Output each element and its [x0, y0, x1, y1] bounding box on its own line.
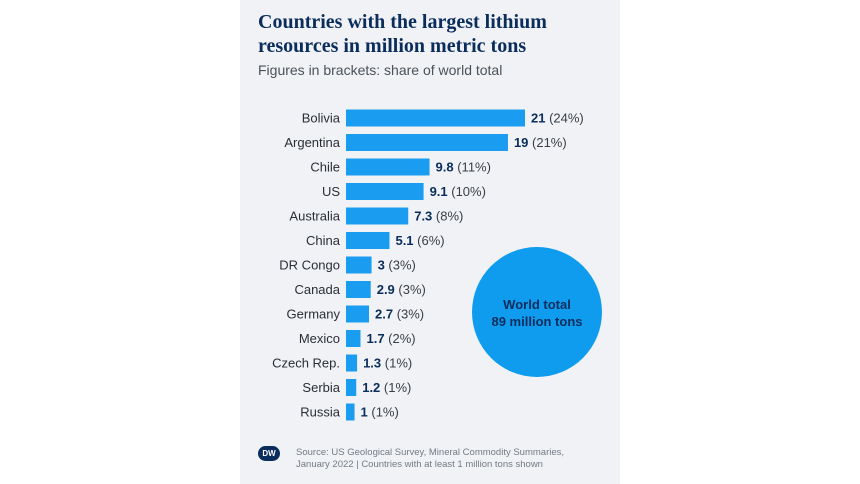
category-label: Bolivia [302, 111, 341, 126]
value: 3 [378, 258, 385, 273]
share: (3%) [393, 307, 424, 322]
share: (2%) [385, 331, 416, 346]
value: 7.3 [414, 209, 432, 224]
category-label: Australia [289, 209, 340, 224]
share: (3%) [385, 258, 416, 273]
value: 1.7 [366, 331, 384, 346]
category-label: Serbia [302, 380, 340, 395]
bar [346, 207, 409, 225]
value-label: 2.7 (3%) [375, 307, 424, 322]
bar [346, 403, 355, 421]
world-total-circle [472, 247, 602, 377]
bar [346, 109, 525, 127]
chart-panel: Countries with the largest lithium resou… [240, 0, 620, 484]
category-label: Germany [287, 307, 341, 322]
source-note: Source: US Geological Survey, Mineral Co… [296, 447, 565, 470]
value-label: 1.3 (1%) [363, 356, 412, 371]
dw-logo: DW [258, 446, 280, 461]
category-label: Argentina [284, 135, 340, 150]
share: (11%) [454, 160, 491, 175]
value: 9.8 [436, 160, 454, 175]
value: 1.3 [363, 356, 381, 371]
world-total-label: 89 million tons [491, 314, 582, 329]
bar [346, 134, 508, 151]
value: 19 [514, 135, 528, 150]
share: (3%) [395, 282, 426, 297]
bar [346, 330, 361, 347]
value: 21 [531, 111, 545, 126]
chart-subtitle: Figures in brackets: share of world tota… [258, 62, 503, 78]
value: 1.2 [362, 380, 380, 395]
category-label: Chile [310, 160, 340, 175]
share: (1%) [380, 380, 411, 395]
category-label: China [306, 233, 341, 248]
value-label: 1.2 (1%) [362, 380, 411, 395]
chart-title: Countries with the largest lithium resou… [258, 11, 547, 57]
value-label: 9.1 (10%) [430, 184, 486, 199]
bar [346, 379, 357, 396]
value-label: 3 (3%) [378, 258, 416, 273]
category-label: Canada [294, 282, 340, 297]
value: 9.1 [430, 184, 448, 199]
share: (6%) [414, 233, 445, 248]
bar [346, 281, 371, 298]
bar [346, 183, 424, 200]
bar [346, 354, 358, 372]
value: 1 [361, 405, 368, 420]
category-label: US [322, 184, 340, 199]
category-label: Russia [300, 405, 341, 420]
value-label: 1.7 (2%) [366, 331, 415, 346]
value-label: 2.9 (3%) [377, 282, 426, 297]
value: 2.7 [375, 307, 393, 322]
share: (24%) [545, 111, 583, 126]
bar-chart: Bolivia 21 (24%) Argentina 19 (21%) Chile 9.8… [272, 109, 602, 421]
value-label: 1 (1%) [361, 405, 399, 420]
share: (21%) [528, 135, 566, 150]
value-label: 19 (21%) [514, 135, 567, 150]
value-label: 7.3 (8%) [414, 209, 463, 224]
category-label: Czech Rep. [272, 356, 340, 371]
value: 5.1 [395, 233, 413, 248]
value-label: 9.8 (11%) [436, 160, 491, 175]
share: (1%) [368, 405, 399, 420]
bar [346, 232, 390, 249]
share: (10%) [448, 184, 486, 199]
world-total-label: World total [503, 297, 571, 312]
bar [346, 158, 430, 176]
category-label: Mexico [299, 331, 340, 346]
bar [346, 305, 370, 323]
value: 2.9 [377, 282, 395, 297]
share: (8%) [432, 209, 463, 224]
bar [346, 256, 372, 274]
value-label: 21 (24%) [531, 111, 584, 126]
share: (1%) [381, 356, 412, 371]
category-label: DR Congo [279, 258, 340, 273]
value-label: 5.1 (6%) [395, 233, 444, 248]
